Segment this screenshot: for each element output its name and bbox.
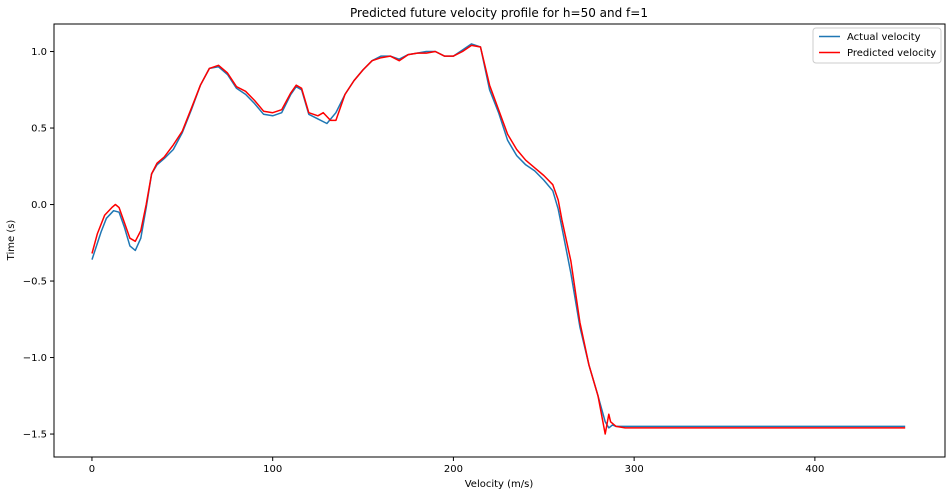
legend-box [812,27,942,64]
y-axis-ticks: −1.5 −1.0 −0.5 0.0 0.5 1.0 [23,47,54,441]
plot-area [53,23,946,458]
y-tick-label: −0.5 [23,277,47,288]
legend-label-actual: Actual velocity [847,32,921,43]
y-tick-label: 0.0 [31,200,47,211]
series-line-1 [91,44,906,435]
x-tick-label: 100 [263,464,282,475]
x-axis-label: Velocity (m/s) [465,479,534,490]
y-axis-label: Time (s) [6,220,17,262]
x-tick-label: 400 [805,464,824,475]
y-tick-label: 1.0 [31,47,47,58]
y-tick-label: 0.5 [31,124,47,135]
legend: Actual velocity Predicted velocity [812,27,942,64]
plot-frame [53,23,946,458]
series-layer [91,43,906,435]
chart-title: Predicted future velocity profile for h=… [350,6,648,20]
legend-label-predicted: Predicted velocity [847,48,936,59]
y-tick-label: −1.5 [23,430,47,441]
x-tick-label: 0 [89,464,95,475]
x-axis-ticks: 0 100 200 300 400 [89,457,824,475]
x-tick-label: 200 [444,464,463,475]
x-tick-label: 300 [625,464,644,475]
y-tick-label: −1.0 [23,353,47,364]
